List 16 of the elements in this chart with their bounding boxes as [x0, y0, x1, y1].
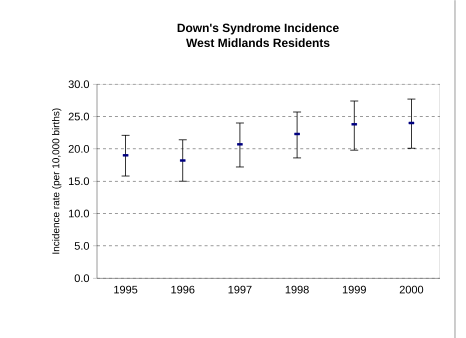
- y-tick-label: 10.0: [68, 209, 90, 218]
- x-tick-label: 1996: [171, 286, 194, 294]
- x-tick-label: 1999: [342, 286, 366, 294]
- x-tick-label: 1997: [228, 286, 252, 294]
- x-tick-label: 1995: [114, 286, 138, 294]
- y-tick-label: 25.0: [68, 112, 90, 120]
- y-tick-label: 30.0: [68, 80, 90, 88]
- y-tick-label: 5.0: [74, 242, 90, 250]
- chart-subtitle: West Midlands Residents: [186, 38, 330, 47]
- y-tick-label: 0.0: [74, 274, 90, 282]
- x-tick-label: 1998: [286, 286, 309, 294]
- y-axis-title: Incidence rate (per 10,000 births): [52, 108, 62, 254]
- y-tick-label: 15.0: [68, 177, 90, 185]
- y-tick-label: 20.0: [68, 144, 90, 153]
- x-tick-label: 2000: [400, 286, 424, 294]
- chart-title: Down's Syndrome Incidence: [178, 23, 339, 34]
